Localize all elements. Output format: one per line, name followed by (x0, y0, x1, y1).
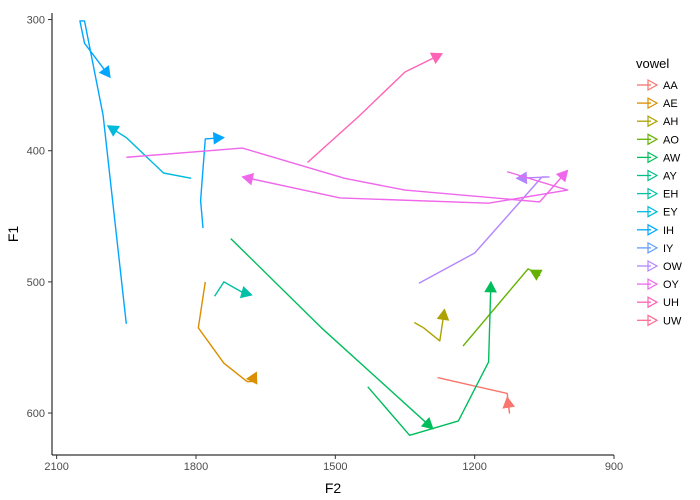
series-line-ae (197, 281, 258, 383)
series-line-uh (242, 171, 569, 204)
series-arrow-ay (420, 417, 434, 430)
series-line-ay (230, 238, 434, 430)
legend-item-ay: AY (637, 169, 678, 183)
series-arrow-eh (239, 286, 253, 299)
series-aw (367, 280, 497, 436)
series-arrow-aw (484, 280, 497, 293)
series-arrow-aa (502, 396, 516, 409)
legend-key-arrow (647, 241, 659, 254)
legend-item-ao: AO (637, 133, 679, 146)
series-layer (79, 20, 569, 436)
series-line-ey (107, 125, 192, 179)
legend-label: IH (663, 225, 674, 237)
y-axis-title: F1 (5, 226, 21, 243)
legend-key-arrow (647, 97, 659, 110)
legend: AA AE AH AO AW AY EH EY IH IY OW OY UH UW (637, 78, 683, 327)
legend-key-arrow (647, 151, 659, 164)
series-line-ah (413, 309, 446, 342)
series-ay (230, 238, 434, 430)
series-ae (197, 281, 258, 385)
series-eh (214, 281, 253, 299)
series-line-ow (418, 176, 550, 284)
legend-item-uh: UH (637, 296, 679, 309)
series-line-iy (79, 20, 127, 324)
legend-item-ih: IH (637, 223, 674, 237)
legend-label: OW (663, 261, 683, 273)
legend-key-arrow (647, 223, 659, 236)
legend-key-arrow (647, 296, 659, 309)
legend-label: AE (663, 98, 678, 110)
legend-key-arrow (647, 115, 659, 128)
legend-item-eh: EH (637, 187, 678, 201)
series-arrow-uw (429, 52, 444, 64)
series-uh (241, 171, 569, 204)
legend-item-ae: AE (637, 97, 678, 110)
series-uw (307, 52, 444, 164)
y-tick-label: 300 (27, 15, 45, 27)
series-arrow-uh (241, 172, 255, 186)
legend-key-arrow (647, 314, 659, 327)
legend-key-arrow (647, 205, 659, 218)
legend-label: OY (663, 279, 680, 291)
legend-key-arrow (647, 133, 659, 146)
series-arrow-ae (245, 371, 258, 385)
series-arrow-oy (555, 169, 569, 183)
x-tick-label: 2100 (44, 461, 68, 473)
legend-label: AO (663, 134, 679, 146)
series-ey (106, 125, 192, 179)
series-ih (199, 131, 225, 229)
series-arrow-ey (106, 125, 120, 137)
legend-label: UH (663, 297, 679, 309)
legend-label: AY (663, 171, 678, 183)
series-arrow-ao (529, 269, 543, 281)
x-tick-label: 1200 (462, 461, 486, 473)
legend-item-uw: UW (637, 314, 682, 327)
series-arrow-ah (436, 308, 450, 321)
series-ah (413, 308, 450, 342)
legend-item-aa: AA (637, 78, 678, 92)
legend-item-aw: AW (637, 151, 681, 164)
legend-label: IY (663, 243, 674, 255)
series-iy (79, 20, 127, 324)
series-line-ao (462, 268, 541, 347)
series-line-aw (367, 281, 492, 436)
axes-layer: 2100 1800 1500 1200 900 300 400 500 600 (27, 13, 623, 473)
legend-label: UW (663, 315, 682, 327)
series-ow (418, 171, 550, 284)
x-tick-label: 900 (605, 461, 623, 473)
y-tick-label: 400 (27, 146, 45, 158)
series-oy (126, 147, 569, 203)
legend-item-oy: OY (637, 278, 680, 291)
legend-key-arrow (647, 78, 659, 92)
x-tick-label: 1800 (184, 461, 208, 473)
legend-key-arrow (647, 187, 659, 200)
series-line-uw (307, 53, 443, 164)
legend-label: AH (663, 116, 678, 128)
series-line-oy (126, 147, 569, 203)
legend-label: EH (663, 189, 678, 201)
legend-label: EY (663, 207, 678, 219)
legend-item-ah: AH (637, 115, 678, 128)
y-tick-label: 600 (27, 408, 45, 420)
legend-key-arrow (647, 278, 659, 291)
legend-key-arrow (647, 169, 659, 182)
legend-item-iy: IY (637, 241, 674, 255)
series-arrow-iy (98, 65, 111, 79)
y-tick-label: 500 (27, 277, 45, 289)
series-line-aa (437, 376, 511, 414)
legend-label: AW (663, 152, 681, 164)
legend-key-arrow (647, 259, 659, 273)
series-ao (462, 268, 543, 347)
x-tick-label: 1500 (323, 461, 347, 473)
legend-item-ey: EY (637, 205, 678, 219)
legend-item-ow: OW (637, 259, 683, 273)
x-axis-title: F2 (325, 480, 342, 496)
series-arrow-ih (212, 131, 225, 145)
series-aa (437, 376, 516, 414)
legend-label: AA (663, 80, 678, 92)
legend-title: vowel (636, 56, 669, 71)
